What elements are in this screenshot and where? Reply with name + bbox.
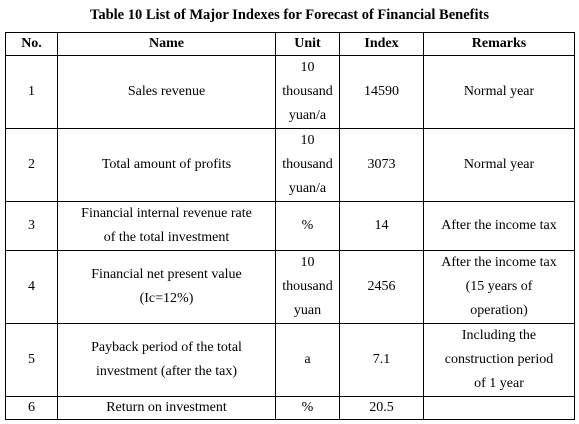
cell-name: Return on investment <box>57 396 276 420</box>
cell-remarks: After the income tax (15 years of operat… <box>423 250 575 324</box>
table-row: 3 Financial internal revenue rate of the… <box>5 201 575 251</box>
header-name: Name <box>57 32 276 56</box>
table-row: 6 Return on investment % 20.5 <box>5 396 575 420</box>
cell-no: 3 <box>5 201 58 251</box>
cell-unit: 10 thousand yuan <box>275 250 340 324</box>
cell-remarks: Normal year <box>423 55 575 129</box>
cell-remarks: Normal year <box>423 128 575 202</box>
cell-index: 3073 <box>339 128 424 202</box>
cell-index: 2456 <box>339 250 424 324</box>
header-row: No. Name Unit Index Remarks <box>5 32 575 56</box>
cell-unit: % <box>275 201 340 251</box>
cell-no: 6 <box>5 396 58 420</box>
table-row: 5 Payback period of the total investment… <box>5 323 575 397</box>
cell-unit: 10 thousand yuan/a <box>275 128 340 202</box>
header-remarks: Remarks <box>423 32 575 56</box>
table-row: 4 Financial net present value (Ic=12%) 1… <box>5 250 575 324</box>
cell-unit: a <box>275 323 340 397</box>
table-row: 1 Sales revenue 10 thousand yuan/a 14590… <box>5 55 575 129</box>
cell-unit: 10 thousand yuan/a <box>275 55 340 129</box>
cell-remarks <box>423 396 575 420</box>
header-unit: Unit <box>275 32 340 56</box>
cell-no: 4 <box>5 250 58 324</box>
cell-index: 14 <box>339 201 424 251</box>
header-no: No. <box>5 32 58 56</box>
table-caption: Table 10 List of Major Indexes for Forec… <box>90 7 489 23</box>
cell-name: Total amount of profits <box>57 128 276 202</box>
cell-name: Financial net present value (Ic=12%) <box>57 250 276 324</box>
cell-name: Payback period of the total investment (… <box>57 323 276 397</box>
cell-index: 20.5 <box>339 396 424 420</box>
cell-name: Financial internal revenue rate of the t… <box>57 201 276 251</box>
cell-unit: % <box>275 396 340 420</box>
cell-no: 1 <box>5 55 58 129</box>
cell-remarks: Including the construction period of 1 y… <box>423 323 575 397</box>
table-row: 2 Total amount of profits 10 thousand yu… <box>5 128 575 202</box>
cell-index: 14590 <box>339 55 424 129</box>
header-index: Index <box>339 32 424 56</box>
cell-index: 7.1 <box>339 323 424 397</box>
cell-no: 5 <box>5 323 58 397</box>
cell-remarks: After the income tax <box>423 201 575 251</box>
financial-benefits-table: No. Name Unit Index Remarks 1 Sales reve… <box>5 32 575 420</box>
cell-name: Sales revenue <box>57 55 276 129</box>
cell-no: 2 <box>5 128 58 202</box>
